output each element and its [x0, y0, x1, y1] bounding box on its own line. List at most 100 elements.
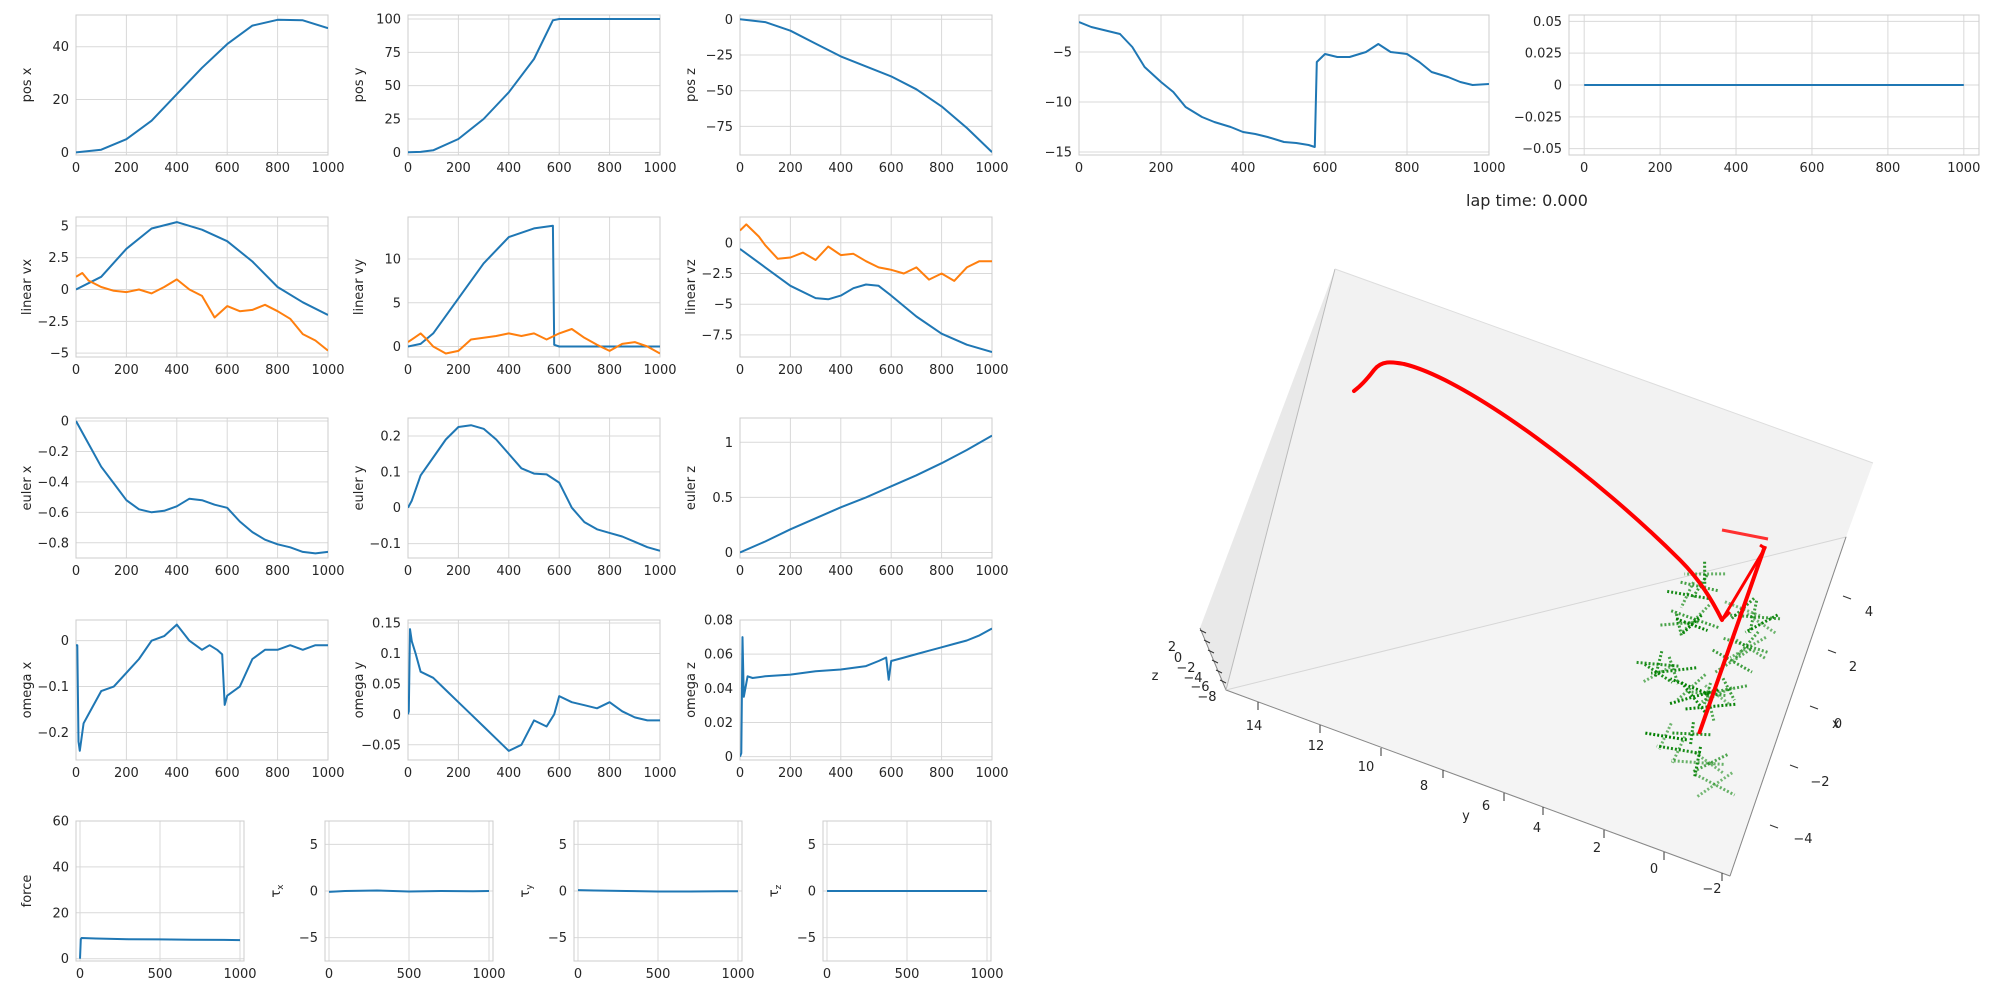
quad-arm	[1665, 589, 1709, 600]
y-tick-label: −0.025	[1514, 110, 1562, 125]
y-tick-label: −5	[1053, 46, 1072, 61]
series-group	[79, 937, 241, 959]
quad-arm	[1667, 656, 1680, 685]
z-tick-label: −6	[1190, 680, 1209, 695]
y-axis-label: pos y	[352, 67, 367, 102]
x-tick-label: 800	[597, 161, 622, 176]
series-group	[1079, 21, 1489, 148]
plot-frame	[739, 619, 993, 761]
series-line-1	[740, 627, 992, 757]
y-tick-label: 0	[725, 236, 733, 251]
trajectory-line	[1352, 360, 1724, 622]
x-tick-label: 1000	[311, 564, 344, 579]
y-tick-label: 0	[559, 885, 567, 900]
x-tick-label: 1000	[643, 161, 676, 176]
quad-arm	[1711, 648, 1753, 674]
y-tick-label: −7.5	[701, 328, 733, 343]
y-tick-label: 4	[1533, 821, 1541, 836]
y-tick-label: 0	[393, 708, 401, 723]
plot-area	[76, 217, 328, 357]
y-axis-label: omega y	[352, 661, 367, 718]
x-tick-label: 200	[114, 564, 139, 579]
z-tick-label: 2	[1168, 640, 1176, 655]
x-tick-label: 0	[72, 363, 80, 378]
panel-pos_z: 0 200 400 600 800 1000 0 −25 −50 −75 pos z	[684, 13, 1009, 176]
y-axis-label: euler z	[684, 466, 699, 510]
x-tick-label: 200	[778, 564, 803, 579]
series-line-1	[79, 937, 241, 959]
quad-arm	[1694, 772, 1736, 797]
y-axis-label: force	[20, 875, 35, 908]
y-tick-label: −5	[50, 347, 69, 362]
y-tick-label: 0.1	[380, 465, 401, 480]
series-line-2	[740, 223, 992, 282]
y-tick-label: 0.05	[1533, 15, 1562, 30]
panel-euler_z: 0 200 400 600 800 1000 0 0.5 1 euler z	[684, 417, 1009, 579]
y-tick-label: 0	[61, 415, 69, 430]
pane-left	[1200, 269, 1335, 690]
y-axis-label: omega x	[20, 661, 35, 718]
y-tick-label: −15	[1045, 146, 1072, 161]
current-attitude-line	[1697, 545, 1767, 735]
x-tick-label: 1000	[1947, 161, 1980, 176]
plot-frame	[407, 216, 661, 358]
plot-area	[740, 620, 992, 760]
x-tick-label: 400	[496, 564, 521, 579]
quad-arm	[1748, 600, 1759, 634]
quad-arm	[1679, 581, 1695, 609]
x-tick-label: 400	[828, 363, 853, 378]
plot-area	[76, 15, 328, 155]
series-line-1	[408, 628, 660, 752]
quad-arm	[1726, 613, 1781, 621]
y-tick-label: 2	[1593, 841, 1601, 856]
x-tick-label: 400	[828, 766, 853, 781]
x-tick-label: 200	[778, 363, 803, 378]
x-tick-label: 800	[1395, 161, 1420, 176]
x-tick-label: 800	[1875, 161, 1900, 176]
x-axis-label: x	[1832, 717, 1840, 732]
x-tick-label: −4	[1793, 832, 1812, 847]
plot-area	[408, 620, 660, 760]
x-tick-label: 0	[72, 564, 80, 579]
y-tick-label: 2.5	[48, 251, 69, 266]
x-tick-label: 1000	[721, 967, 754, 982]
y-axis-label: euler y	[352, 465, 367, 510]
x-tick-label: 400	[496, 363, 521, 378]
z-tick-label: 0	[1174, 651, 1182, 666]
y-tick-label: 0	[808, 885, 816, 900]
x-tick-label: 0	[404, 564, 412, 579]
y-axis-label: τy	[518, 884, 535, 898]
x-tick-label: 0	[325, 967, 333, 982]
x-tick-label: 200	[446, 161, 471, 176]
quad-arm	[1658, 620, 1699, 627]
plot-frame	[407, 14, 661, 156]
x-tick-label: 1000	[975, 564, 1008, 579]
x-tick-label: 0	[736, 363, 744, 378]
y-axis-label: omega z	[684, 662, 699, 718]
y-axis-label: euler x	[20, 465, 35, 510]
quad-arm	[1730, 635, 1766, 660]
x-tick-label: 1000	[643, 564, 676, 579]
y-tick-label: 0.02	[704, 716, 733, 731]
x-tick-label: 800	[597, 363, 622, 378]
plot-frame	[75, 619, 329, 761]
y-tick-label: 40	[52, 860, 69, 875]
y-tick-label: 0.15	[372, 617, 401, 632]
panel-pos_y: 0 200 400 600 800 1000 0 25 50 75 100 pos y	[352, 13, 677, 177]
x-tick-label: 600	[879, 161, 904, 176]
x-tick-label: 600	[879, 363, 904, 378]
x-tick-label: 0	[76, 967, 84, 982]
x-tick-label: 600	[215, 161, 240, 176]
y-tick-label: 0	[61, 634, 69, 649]
panel-linear_vy: 0 200 400 600 800 1000 0 5 10 linear vy	[352, 216, 677, 378]
x-tick-label: 1000	[311, 766, 344, 781]
y-tick-label: 0	[725, 13, 733, 28]
plot-frame	[739, 216, 993, 358]
y-tick-label: 0	[393, 146, 401, 161]
y-tick-label: −0.05	[1522, 142, 1562, 157]
x-tick-label: 200	[1149, 161, 1174, 176]
series-group	[740, 18, 992, 153]
y-tick-label: 0.5	[712, 491, 733, 506]
y-tick-label: 60	[52, 815, 69, 830]
x-tick-label: 0	[404, 363, 412, 378]
